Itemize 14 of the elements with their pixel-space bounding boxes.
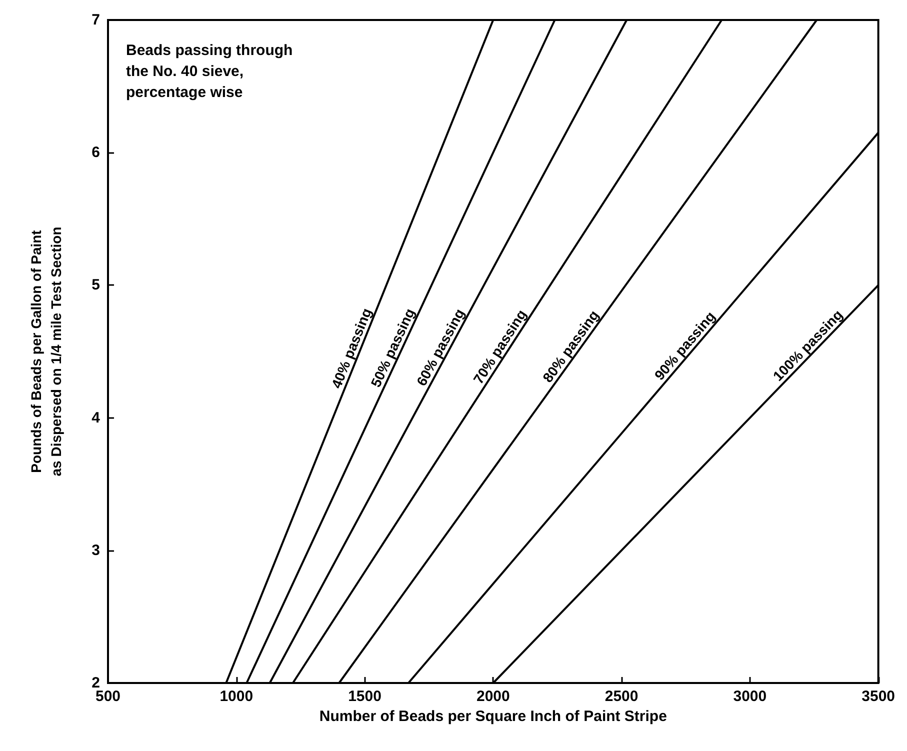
annotation: Beads passing through the No. 40 sieve, percentage wise [126, 42, 297, 101]
x-tick-label: 1500 [348, 688, 382, 705]
y-tick-label: 4 [92, 409, 101, 426]
x-tick-label: 2000 [476, 688, 510, 705]
x-tick-label: 3500 [862, 688, 896, 705]
y-tick-label: 6 [92, 144, 100, 162]
x-tick-label: 2500 [604, 688, 638, 705]
y-tick-label: 7 [92, 12, 100, 28]
x-axis-title: Number of Beads per Square Inch of Paint Stripe [319, 708, 667, 725]
y-axis-title: Pounds of Beads per Gallon of Paint as Dispersed on 1/4 mile Test Section [28, 226, 64, 476]
x-tick-label: 3000 [733, 688, 767, 705]
y-tick-label: 3 [92, 542, 100, 559]
y-tick-label: 5 [92, 276, 100, 294]
x-tick-label: 1000 [220, 688, 254, 705]
